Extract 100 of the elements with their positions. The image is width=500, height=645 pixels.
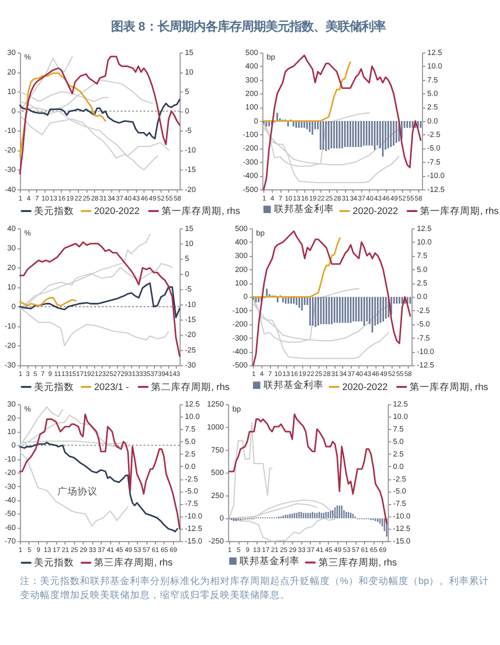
legend-label: 2020-2022 — [342, 382, 388, 393]
y2-tick-label: 10.0 — [393, 412, 408, 422]
y2-tick-label: 2.5 — [416, 278, 428, 288]
y-axis-title: % — [24, 404, 32, 414]
y2-tick-label: -2.5 — [427, 130, 440, 140]
y-tick-label: 0 — [254, 116, 258, 126]
y2-tick-label: 5.0 — [416, 264, 428, 274]
y-tick-label: -30 — [4, 165, 16, 174]
y-tick-label: -30 — [4, 482, 16, 491]
legend-label: 第二库存周期, rhs — [151, 380, 230, 393]
y2-tick-label: 2.5 — [427, 102, 438, 112]
legend-label: 联邦基金利率 — [263, 379, 324, 392]
y-axis-title: bp — [266, 52, 276, 62]
y-tick-label: 0 — [243, 292, 248, 302]
y2-tick-label: -15 — [184, 315, 196, 324]
y-tick-label: 20 — [7, 413, 16, 422]
y-tick-label: -10 — [4, 322, 16, 331]
y2-tick-label: -7.5 — [427, 157, 440, 166]
y2-tick-label: 10 — [184, 238, 194, 248]
y2-tick-label: -25 — [184, 345, 196, 354]
y-tick-label: 500 — [211, 468, 224, 478]
y2-tick-label: 5.0 — [393, 436, 404, 446]
y-tick-label: -300 — [242, 157, 258, 166]
text: 图表 8：长周期内各库存周期美元指数、美联储利率 — [110, 20, 386, 34]
y2-tick-label: -5.0 — [184, 486, 198, 496]
y-tick-label: -40 — [4, 184, 16, 194]
y-tick-label: -40 — [4, 495, 16, 504]
legend-label: 第三库存周期, rhs — [94, 556, 173, 569]
legend-label: 美元指数 — [34, 204, 74, 217]
y-tick-label: 30 — [7, 243, 16, 252]
y2-tick-label: 7.5 — [416, 251, 428, 260]
y2-tick-label: 2.5 — [393, 449, 404, 458]
y-tick-label: -100 — [242, 130, 258, 140]
y2-tick-label: 5 — [184, 87, 190, 96]
y-tick-label: -100 — [232, 306, 248, 315]
y-tick-label: -200 — [242, 144, 258, 153]
y-tick-label: 20 — [7, 67, 16, 76]
y2-tick-label: 0.0 — [427, 116, 438, 126]
y2-tick-label: -7.5 — [393, 499, 406, 508]
y2-tick-label: 0 — [184, 106, 190, 116]
legend-label: 2020-2022 — [352, 206, 398, 217]
legend-label: 2023/1 - — [94, 382, 129, 393]
y-tick-label: 400 — [234, 237, 248, 246]
y2-tick-label: -2.5 — [184, 474, 198, 484]
y2-tick-label: -2.5 — [416, 306, 430, 315]
legend-label: 美元指数 — [34, 556, 74, 569]
y2-tick-label: -10.0 — [184, 512, 202, 521]
y-tick-label: -20 — [4, 341, 16, 350]
legend-label: 2020-2022 — [94, 206, 140, 217]
legend-label: 第一库存周期, rhs — [162, 204, 240, 217]
y2-tick-label: 12.5 — [184, 400, 200, 409]
y-tick-label: 100 — [245, 102, 258, 112]
y2-tick-label: 12.5 — [393, 400, 408, 409]
y-axis-title: % — [24, 52, 32, 62]
legend-label: 美元指数 — [34, 380, 74, 393]
y-tick-label: -50 — [4, 509, 16, 518]
y-tick-label: 1250 — [206, 400, 224, 409]
y2-tick-label: -10.0 — [416, 346, 434, 356]
y2-tick-label: -30 — [184, 360, 196, 370]
y-tick-label: 10 — [7, 427, 16, 436]
y-tick-label: -250 — [208, 536, 224, 546]
y2-tick-label: -15.0 — [184, 536, 202, 546]
y-tick-label: -30 — [4, 360, 16, 370]
y-tick-label: 300 — [245, 75, 258, 84]
y-tick-label: -300 — [232, 333, 248, 342]
y-tick-label: 750 — [211, 445, 224, 454]
y2-tick-label: -10 — [184, 146, 196, 155]
y-tick-label: -500 — [232, 360, 248, 370]
y-tick-label: -20 — [4, 146, 16, 155]
y2-tick-label: -5.0 — [427, 144, 440, 153]
y-tick-label: -500 — [242, 184, 258, 194]
y2-tick-label: 15 — [184, 48, 194, 57]
y-tick-label: -400 — [242, 171, 258, 180]
y-tick-label: 0 — [11, 440, 16, 450]
y2-tick-label: 12.5 — [427, 48, 442, 57]
legend-label: 第一库存周期, rhs — [420, 204, 499, 217]
y-tick-label: 300 — [234, 251, 248, 260]
y-tick-label: 500 — [234, 224, 248, 233]
y-tick-label: 30 — [7, 48, 16, 57]
y2-tick-label: 2.5 — [184, 449, 196, 458]
y-tick-label: -20 — [4, 468, 16, 478]
y2-tick-label: -7.5 — [416, 333, 430, 342]
y-tick-label: -70 — [4, 536, 16, 546]
y-axis-title: bp — [256, 228, 265, 238]
y2-tick-label: 5.0 — [184, 436, 196, 446]
y2-tick-label: -15.0 — [393, 536, 410, 546]
y-tick-label: -60 — [4, 522, 16, 532]
y-tick-label: 0 — [11, 302, 16, 311]
y2-tick-label: -20 — [184, 330, 196, 340]
y-tick-label: 0 — [220, 514, 224, 523]
y2-tick-label: -5.0 — [416, 320, 430, 329]
y2-tick-label: 10 — [184, 67, 194, 76]
y-tick-label: 250 — [211, 490, 224, 500]
y-tick-label: 100 — [234, 278, 248, 288]
y-tick-label: -10 — [4, 454, 16, 464]
y2-tick-label: 0.0 — [184, 462, 196, 471]
y2-tick-label: 7.5 — [427, 75, 438, 84]
y2-tick-label: -10.0 — [427, 171, 445, 180]
y-axis-title: % — [24, 228, 32, 238]
y2-tick-label: 10.0 — [184, 412, 200, 422]
